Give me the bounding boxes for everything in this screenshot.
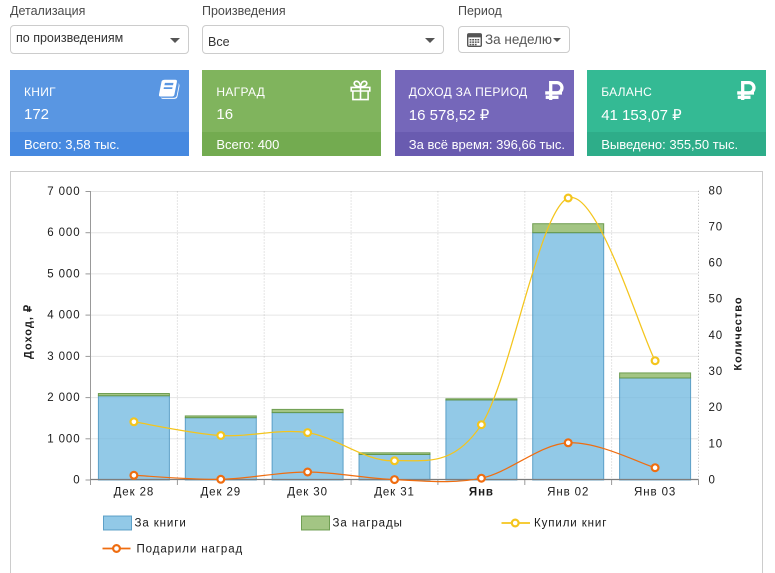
svg-text:Дек 31: Дек 31 xyxy=(374,487,415,499)
svg-text:10: 10 xyxy=(709,438,724,450)
svg-text:5 000: 5 000 xyxy=(47,268,80,280)
svg-text:2 000: 2 000 xyxy=(47,392,80,404)
svg-text:Янв 02: Янв 02 xyxy=(547,487,589,499)
svg-text:20: 20 xyxy=(709,402,724,414)
svg-text:40: 40 xyxy=(709,330,724,342)
svg-text:0: 0 xyxy=(73,475,80,487)
svg-text:Дек 28: Дек 28 xyxy=(114,487,155,499)
svg-text:Дек 30: Дек 30 xyxy=(287,487,328,499)
svg-text:50: 50 xyxy=(709,294,724,306)
svg-text:Янв 03: Янв 03 xyxy=(634,487,676,499)
svg-text:7 000: 7 000 xyxy=(47,186,80,198)
svg-text:Подарили наград: Подарили наград xyxy=(137,544,244,556)
svg-text:Количество: Количество xyxy=(733,296,745,370)
svg-text:80: 80 xyxy=(709,185,724,197)
svg-text:4 000: 4 000 xyxy=(47,310,80,322)
svg-text:Доход, ₽: Доход, ₽ xyxy=(23,304,35,359)
svg-text:За награды: За награды xyxy=(333,518,403,530)
svg-text:Дек 29: Дек 29 xyxy=(200,487,241,499)
svg-text:Купили книг: Купили книг xyxy=(534,518,607,530)
svg-text:30: 30 xyxy=(709,366,724,378)
svg-text:1 000: 1 000 xyxy=(47,433,80,445)
svg-text:За книги: За книги xyxy=(135,518,187,530)
svg-text:Янв: Янв xyxy=(469,487,494,499)
svg-text:70: 70 xyxy=(709,221,724,233)
svg-text:60: 60 xyxy=(709,258,724,270)
svg-text:6 000: 6 000 xyxy=(47,227,80,239)
svg-text:0: 0 xyxy=(709,475,716,487)
svg-text:3 000: 3 000 xyxy=(47,351,80,363)
